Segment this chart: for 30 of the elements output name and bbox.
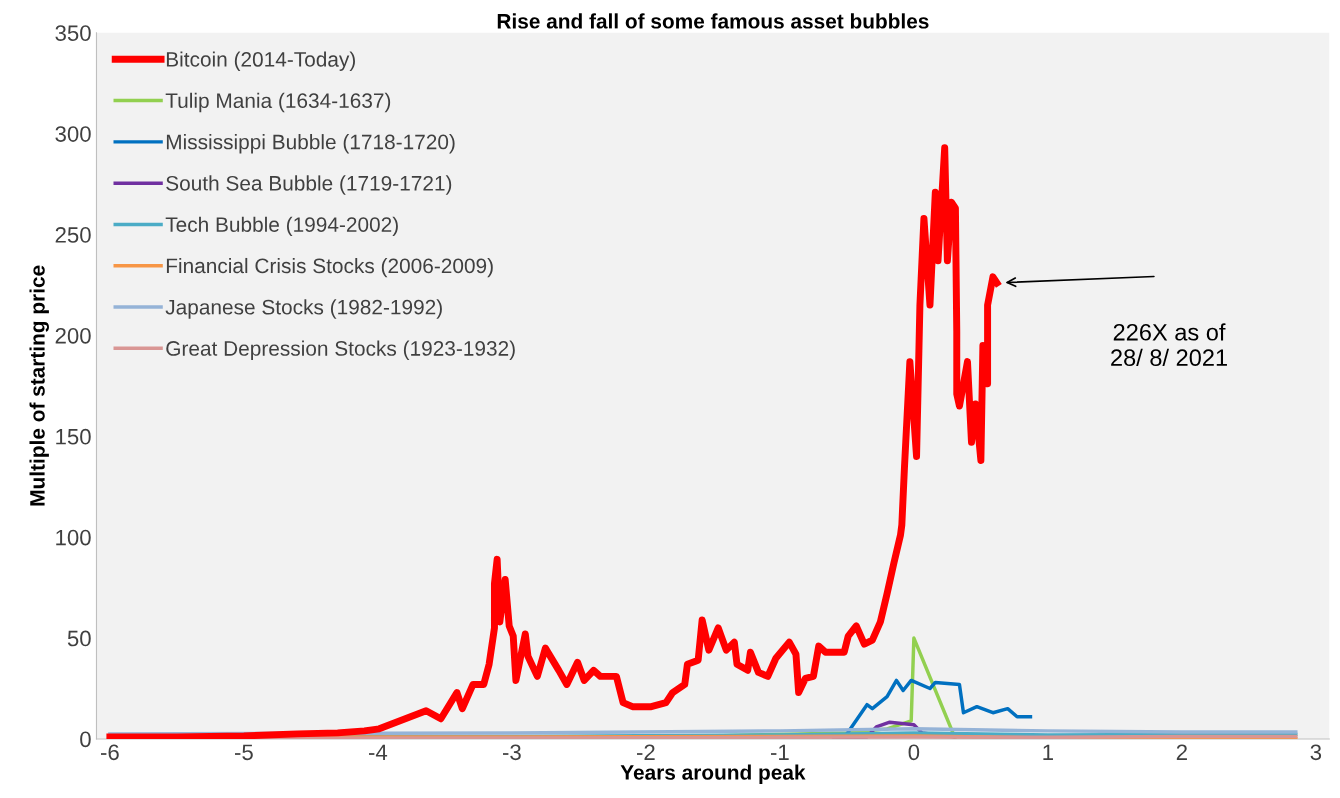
legend-label: South Sea Bubble (1719-1721) bbox=[166, 175, 452, 195]
y-tick-label: 50 bbox=[67, 630, 91, 647]
y-tick-label: 150 bbox=[56, 428, 91, 445]
legend-label: Mississippi Bubble (1718-1720) bbox=[166, 134, 455, 154]
y-tick-label: 350 bbox=[55, 25, 91, 41]
x-tick-label: 1 bbox=[1043, 744, 1053, 760]
legend-label: Financial Crisis Stocks (2006-2009) bbox=[166, 257, 493, 278]
y-tick-label: 250 bbox=[55, 227, 91, 243]
annotation: 226X as of 28/ 8/ 2021 bbox=[1111, 323, 1227, 367]
x-tick-label: -4 bbox=[368, 744, 388, 760]
x-tick-label: -1 bbox=[770, 744, 789, 760]
y-axis-title: Multiple of starting price bbox=[29, 265, 49, 506]
x-tick-label: -6 bbox=[100, 744, 119, 761]
chart-title: Rise and fall of some famous asset bubbles bbox=[497, 13, 929, 29]
x-tick-label: -2 bbox=[636, 744, 655, 760]
y-tick-label: 0 bbox=[80, 731, 91, 748]
legend-label: Bitcoin (2014-Today) bbox=[166, 51, 355, 71]
x-tick-label: -5 bbox=[234, 744, 253, 761]
y-tick-label: 200 bbox=[55, 327, 91, 344]
x-tick-label: 2 bbox=[1176, 744, 1187, 760]
x-axis-title: Years around peak bbox=[620, 764, 806, 784]
x-tick-label: 3 bbox=[1310, 744, 1322, 761]
y-tick-label: 100 bbox=[56, 529, 91, 546]
legend-label: Japanese Stocks (1982-1992) bbox=[165, 299, 442, 319]
legend-label: Tech Bubble (1994-2002) bbox=[165, 216, 398, 237]
x-tick-label: -3 bbox=[502, 744, 521, 761]
y-tick-label: 300 bbox=[55, 126, 91, 142]
x-tick-label: 0 bbox=[908, 744, 920, 761]
legend-label: Great Depression Stocks (1923-1932) bbox=[166, 340, 515, 360]
legend-label: Tulip Mania (1634-1637) bbox=[165, 92, 391, 113]
